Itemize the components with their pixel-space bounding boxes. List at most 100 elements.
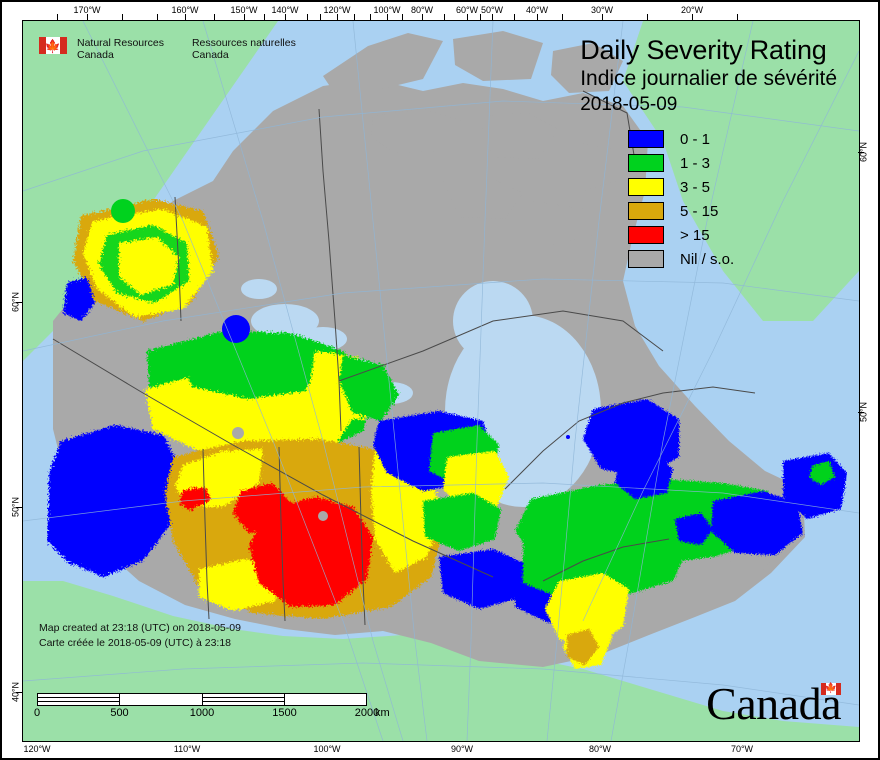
axis-label-lon-bottom: 110°W [173, 744, 201, 754]
scale-tick-label: 2000 [354, 707, 380, 719]
axis-label-lon-top: 160°W [171, 5, 199, 15]
legend-label: 0 - 1 [680, 130, 711, 148]
axis-tick [402, 14, 403, 20]
scale-bar-graphic [37, 693, 367, 706]
axis-label-lon-top: 120°W [323, 5, 351, 15]
legend-item: > 15 [628, 223, 734, 247]
axis-tick [492, 14, 493, 20]
boundary-lines [52, 90, 756, 626]
dsr-isolated-patches [111, 199, 570, 521]
legend-item: 3 - 5 [628, 175, 734, 199]
legend: 0 - 1 1 - 3 3 - 5 5 - 15 > 15 Nil / s.o. [628, 127, 734, 271]
maple-leaf-icon: 🍁 [824, 683, 838, 694]
scale-bar: 0 500 1000 1500 2000 km [33, 693, 397, 721]
axis-tick [858, 412, 864, 413]
scale-bar-labels: 0 500 1000 1500 2000 km [33, 707, 397, 721]
axis-label-lon-bottom: 100°W [313, 744, 341, 754]
axis-latitude-left: 60°N 50°N 40°N [2, 2, 22, 758]
axis-tick [87, 14, 88, 20]
map-frame[interactable]: 🍁 Natural Resources Canada Ressources na… [22, 20, 860, 742]
legend-swatch [628, 154, 664, 172]
legend-swatch [628, 178, 664, 196]
page-title-fr: Indice journalier de sévérité [580, 67, 837, 90]
axis-tick [737, 14, 738, 20]
axis-tick [537, 14, 538, 20]
axis-label-lon-bottom: 90°W [450, 744, 474, 754]
axis-tick [602, 14, 603, 20]
canada-wordmark-text: Canada [706, 678, 841, 729]
axis-label-lon-top: 60°W [455, 5, 479, 15]
axis-tick [16, 302, 22, 303]
canada-wordmark: Canada 🍁 [706, 678, 841, 729]
scale-tick-label: 0 [33, 707, 41, 719]
axis-tick [285, 14, 286, 20]
axis-tick [16, 692, 22, 693]
legend-item: 1 - 3 [628, 151, 734, 175]
axis-tick [514, 14, 515, 20]
scale-tick-label: 1000 [189, 707, 215, 719]
axis-label-lon-top: 20°W [680, 5, 704, 15]
axis-tick [370, 14, 371, 20]
legend-label: 1 - 3 [680, 154, 711, 172]
axis-longitude-top: 170°W 160°W 150°W 140°W 120°W 100°W 80°W 60°W 50… [2, 2, 878, 20]
axis-tick [185, 14, 186, 20]
axis-label-lon-bottom: 120°W [23, 744, 51, 754]
graticule [23, 21, 859, 741]
axis-label-lon-top: 80°W [410, 5, 434, 15]
legend-item: Nil / s.o. [628, 247, 734, 271]
nrcan-wordmark: 🍁 Natural Resources Canada Ressources na… [39, 37, 296, 61]
axis-label-lon-bottom: 70°W [730, 744, 754, 754]
axis-label-lon-top: 140°W [271, 5, 299, 15]
canada-flag-icon: 🍁 [39, 37, 67, 54]
dsr-raster-detail [373, 399, 847, 669]
axis-tick [647, 14, 648, 20]
maple-leaf-icon: 🍁 [44, 38, 62, 53]
legend-label: 5 - 15 [680, 202, 719, 220]
legend-item: 5 - 15 [628, 199, 734, 223]
axis-label-lon-top: 30°W [590, 5, 614, 15]
axis-tick [692, 14, 693, 20]
legend-item: 0 - 1 [628, 127, 734, 151]
nrcan-label-en: Natural Resources Canada [77, 37, 164, 61]
axis-tick [122, 14, 123, 20]
axis-tick [387, 14, 388, 20]
axis-tick [354, 14, 355, 20]
axis-latitude-right: 60°N 50°N [858, 2, 878, 758]
axis-tick [480, 14, 481, 20]
axis-tick [214, 14, 215, 20]
axis-tick [444, 14, 445, 20]
map-date: 2018-05-09 [580, 94, 678, 115]
axis-tick [16, 507, 22, 508]
axis-tick [858, 152, 864, 153]
map-canvas[interactable] [23, 21, 859, 741]
map-credit: Map created at 23:18 (UTC) on 2018-05-09… [39, 621, 241, 651]
map-title-block: Daily Severity Rating Indice journalier … [580, 35, 837, 117]
axis-label-lon-top: 100°W [373, 5, 401, 15]
legend-label: 3 - 5 [680, 178, 711, 196]
map-credit-fr: Carte créée le 2018-05-09 (UTC) à 23:18 [39, 637, 232, 649]
scale-tick-label: 1500 [272, 707, 297, 719]
legend-label: > 15 [680, 226, 710, 244]
legend-swatch [628, 130, 664, 148]
legend-swatch [628, 226, 664, 244]
legend-swatch [628, 202, 664, 220]
axis-tick [307, 14, 308, 20]
axis-tick [244, 14, 245, 20]
axis-longitude-bottom: 120°W 110°W 100°W 90°W 80°W 70°W [2, 740, 878, 758]
axis-tick [562, 14, 563, 20]
axis-label-lon-top: 150°W [230, 5, 258, 15]
axis-tick [57, 14, 58, 20]
axis-label-lon-top: 50°W [480, 5, 504, 15]
legend-label: Nil / s.o. [680, 250, 735, 268]
scale-unit-label: km [375, 707, 390, 719]
axis-tick [337, 14, 338, 20]
scale-tick-label: 500 [110, 707, 129, 719]
axis-tick [320, 14, 321, 20]
page-title: Daily Severity Rating [580, 35, 827, 65]
axis-label-lon-bottom: 80°W [588, 744, 612, 754]
map-credit-en: Map created at 23:18 (UTC) on 2018-05-09 [39, 622, 241, 634]
axis-tick [264, 14, 265, 20]
legend-swatch [628, 250, 664, 268]
axis-label-lon-top: 170°W [73, 5, 101, 15]
